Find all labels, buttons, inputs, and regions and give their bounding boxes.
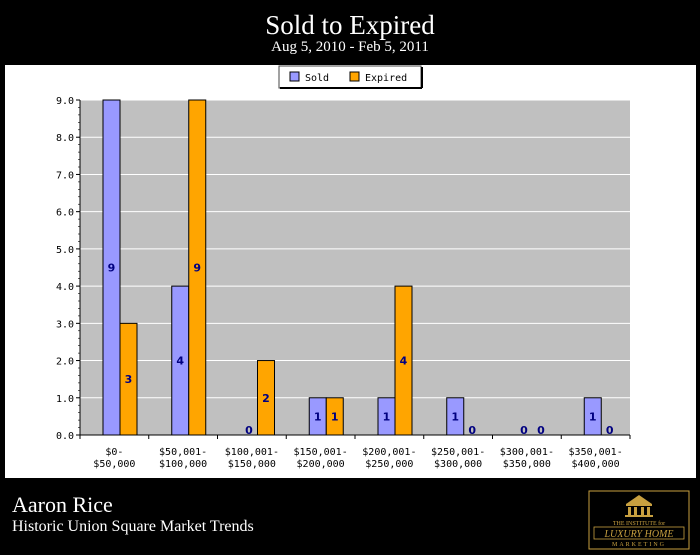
x-tick-label: $100,001- xyxy=(225,447,279,458)
x-tick-label: $200,000 xyxy=(297,459,345,470)
y-tick-label: 5.0 xyxy=(56,245,74,256)
legend-label-expired: Expired xyxy=(365,73,407,84)
bar-expired xyxy=(325,397,344,436)
x-tick-label: $50,000 xyxy=(93,459,135,470)
y-tick-label: 3.0 xyxy=(56,319,74,330)
y-tick-label: 4.0 xyxy=(56,282,74,293)
bar-expired xyxy=(257,360,275,436)
y-tick-label: 0.0 xyxy=(56,431,74,442)
data-label-expired: 0 xyxy=(606,424,614,437)
x-tick-label: $350,000 xyxy=(503,459,551,470)
bar-expired xyxy=(188,99,207,436)
logo-top-text: THE INSTITUTE for xyxy=(613,520,665,527)
legend-label-sold: Sold xyxy=(305,73,329,84)
bar-sold xyxy=(102,99,121,436)
y-tick-label: 9.0 xyxy=(56,96,74,107)
y-tick-label: 2.0 xyxy=(56,357,74,368)
data-label-sold: 0 xyxy=(245,424,253,437)
legend-swatch-expired xyxy=(349,71,360,82)
x-tick-label: $300,001- xyxy=(500,447,554,458)
bar-expired xyxy=(119,322,138,436)
institute-logo: THE INSTITUTE for LUXURY HOME MARKETING xyxy=(588,490,690,550)
chart-title: Sold to Expired xyxy=(265,10,435,40)
agent-name: Aaron Rice xyxy=(12,492,113,517)
logo-bottom-text: MARKETING xyxy=(612,542,666,548)
bar-expired xyxy=(394,285,413,436)
chart-panel: 0.0 1.0 2.0 3.0 4.0 5.0 6.0 7.0 8.0 9.0 $0- $50,000… xyxy=(5,65,696,478)
data-label-sold: 0 xyxy=(520,424,528,437)
x-tick-label: $150,001- xyxy=(294,447,348,458)
data-label-sold: 1 xyxy=(451,410,459,423)
data-label-expired: 1 xyxy=(331,410,339,423)
plot-area: 0.0 1.0 2.0 3.0 4.0 5.0 6.0 7.0 8.0 9.0 $0-$50,000… xyxy=(56,96,631,470)
data-label-expired: 4 xyxy=(400,355,408,368)
data-label-sold: 1 xyxy=(589,410,597,423)
data-label-expired: 2 xyxy=(262,392,270,405)
data-label-sold: 1 xyxy=(314,410,322,423)
legend-swatch-sold xyxy=(289,71,300,82)
x-tick-label: $250,000 xyxy=(365,459,413,470)
x-tick-label: $200,001- xyxy=(362,447,416,458)
x-tick-label: $300,000 xyxy=(434,459,482,470)
legend: Sold Expired xyxy=(278,65,423,89)
report-subtitle: Historic Union Square Market Trends xyxy=(12,518,254,535)
x-tick-label: $50,001- xyxy=(159,447,207,458)
x-tick-label: $250,001- xyxy=(431,447,485,458)
data-label-expired: 0 xyxy=(468,424,476,437)
y-tick-label: 8.0 xyxy=(56,133,74,144)
chart-subtitle: Aug 5, 2010 - Feb 5, 2011 xyxy=(271,39,429,55)
y-tick-label: 6.0 xyxy=(56,208,74,219)
data-label-sold: 1 xyxy=(383,410,391,423)
logo-main-text: LUXURY HOME xyxy=(604,529,674,540)
data-label-sold: 9 xyxy=(108,262,116,275)
bar-chart: 0.0 1.0 2.0 3.0 4.0 5.0 6.0 7.0 8.0 9.0 $0-$50,000… xyxy=(56,65,631,470)
bar-sold xyxy=(583,397,602,436)
x-tick-label: $100,000 xyxy=(159,459,207,470)
data-label-expired: 3 xyxy=(125,373,133,386)
data-label-sold: 4 xyxy=(176,355,184,368)
plot-background xyxy=(80,100,630,435)
x-tick-label: $400,000 xyxy=(572,459,620,470)
x-tick-label: $150,000 xyxy=(228,459,276,470)
x-tick-label: $350,001- xyxy=(569,447,623,458)
x-tick-label: $0- xyxy=(105,447,123,458)
y-tick-label: 1.0 xyxy=(56,394,74,405)
data-label-expired: 9 xyxy=(193,262,201,275)
y-tick-label: 7.0 xyxy=(56,170,74,181)
building-icon xyxy=(625,495,653,517)
bar-sold xyxy=(446,397,465,436)
data-label-expired: 0 xyxy=(537,424,545,437)
